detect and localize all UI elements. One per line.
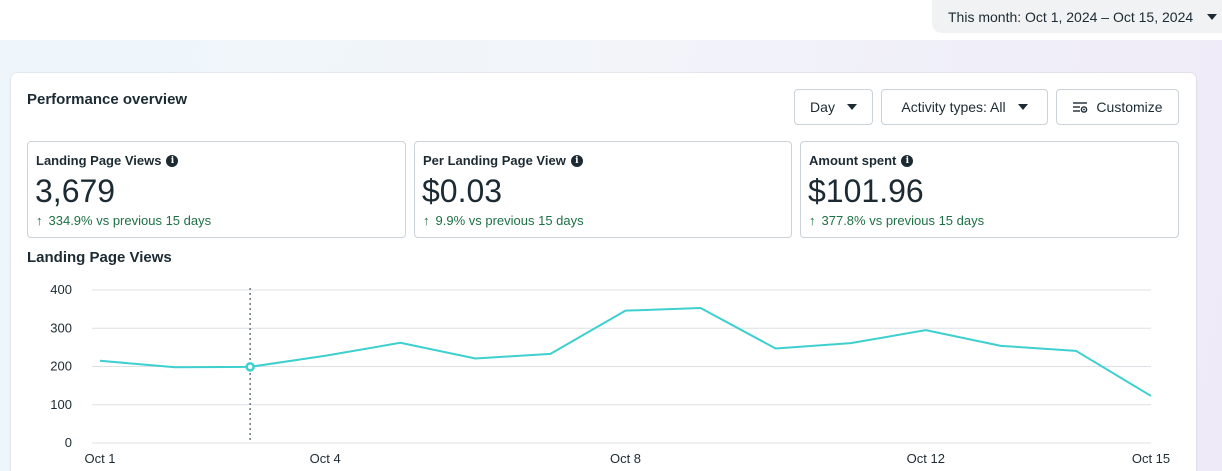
x-tick-label: Oct 4 xyxy=(310,451,341,466)
metric-value: $101.96 xyxy=(808,173,924,209)
date-range-label: This month: Oct 1, 2024 – Oct 15, 2024 xyxy=(948,8,1194,25)
arrow-up-icon: ↑ xyxy=(36,213,43,228)
date-range-selector[interactable]: This month: Oct 1, 2024 – Oct 15, 2024 xyxy=(932,0,1222,33)
info-icon[interactable]: i xyxy=(901,154,914,167)
activity-types-dropdown[interactable]: Activity types: All xyxy=(881,89,1048,125)
metric-delta: ↑ 377.8% vs previous 15 days xyxy=(809,213,984,228)
activity-types-label: Activity types: All xyxy=(901,99,1006,115)
info-icon[interactable]: i xyxy=(166,154,179,167)
panel-title: Performance overview xyxy=(27,91,188,108)
arrow-up-icon: ↑ xyxy=(423,213,430,228)
info-icon[interactable]: i xyxy=(570,154,583,167)
metric-label: Landing Page Views i xyxy=(36,153,179,168)
highlight-point xyxy=(245,362,255,372)
x-tick-label: Oct 15 xyxy=(1132,451,1170,466)
metric-label-text: Landing Page Views xyxy=(36,153,162,168)
metric-delta: ↑ 9.9% vs previous 15 days xyxy=(423,213,584,228)
arrow-up-icon: ↑ xyxy=(809,213,816,228)
metric-value: $0.03 xyxy=(422,173,503,209)
y-tick-label: 100 xyxy=(50,397,72,412)
customize-icon xyxy=(1073,102,1088,113)
customize-button[interactable]: Customize xyxy=(1056,89,1179,125)
x-tick-label: Oct 1 xyxy=(84,451,115,466)
customize-label: Customize xyxy=(1096,99,1163,115)
series-line xyxy=(99,306,1152,397)
metric-label-text: Amount spent xyxy=(809,153,897,168)
x-tick-label: Oct 12 xyxy=(907,451,945,466)
metric-label: Amount spent i xyxy=(809,153,914,168)
metric-label-text: Per Landing Page View xyxy=(423,153,566,168)
chart-title: Landing Page Views xyxy=(27,249,172,266)
metric-label: Per Landing Page View i xyxy=(423,153,583,168)
metric-delta-text: 9.9% vs previous 15 days xyxy=(435,213,584,228)
metric-delta: ↑ 334.9% vs previous 15 days xyxy=(36,213,211,228)
landing-page-views-chart: 0 100 200 300 400 Oct 1 Oct 4 Oct 8 Oct 12 Oct 15 xyxy=(50,282,1170,466)
caret-down-icon xyxy=(1207,13,1218,20)
metric-delta-text: 334.9% vs previous 15 days xyxy=(48,213,212,228)
x-tick-label: Oct 8 xyxy=(610,451,641,466)
metric-card-amount-spent[interactable]: Amount spent i $101.96 ↑ 377.8% vs previ… xyxy=(800,141,1179,238)
y-tick-label: 0 xyxy=(65,435,72,450)
metric-delta-text: 377.8% vs previous 15 days xyxy=(821,213,985,228)
caret-down-icon xyxy=(1017,104,1028,110)
y-tick-label: 200 xyxy=(50,359,72,374)
granularity-dropdown[interactable]: Day xyxy=(794,89,873,125)
metric-card-landing-page-views[interactable]: Landing Page Views i 3,679 ↑ 334.9% vs p… xyxy=(27,141,406,238)
y-tick-label: 300 xyxy=(50,320,72,335)
granularity-label: Day xyxy=(810,99,835,115)
caret-down-icon xyxy=(846,104,857,110)
metric-card-per-landing-page-view[interactable]: Per Landing Page View i $0.03 ↑ 9.9% vs … xyxy=(414,141,792,238)
y-tick-label: 400 xyxy=(50,282,72,297)
metric-value: 3,679 xyxy=(35,173,116,209)
performance-overview-card: Performance overview Day Activity types:… xyxy=(11,73,1196,471)
